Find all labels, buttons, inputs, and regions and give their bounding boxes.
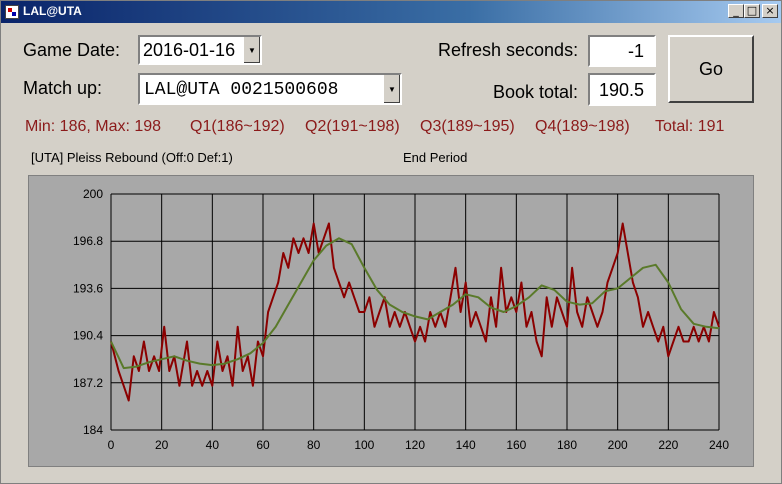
x-tick-label: 40 — [206, 438, 220, 452]
x-tick-label: 80 — [307, 438, 321, 452]
chart-area: 0 20 40 60 80 100 120 140 160 180 200 220 240 184 187.… — [28, 175, 754, 467]
y-tick-label: 193.6 — [73, 281, 103, 295]
maximize-button[interactable]: □ — [744, 4, 760, 18]
y-tick-label: 184 — [83, 423, 103, 437]
refresh-seconds-input[interactable]: -1 — [588, 35, 656, 67]
matchup-label: Match up: — [23, 78, 103, 98]
title-bar[interactable]: LAL@UTA _ □ × — [1, 1, 781, 23]
x-tick-label: 20 — [155, 438, 169, 452]
series-line-actual — [110, 222, 720, 402]
period-status: End Period — [403, 150, 468, 165]
matchup-value: LAL@UTA 0021500608 — [144, 80, 339, 100]
x-tick-label: 120 — [405, 438, 425, 452]
min-max-stat: Min: 186, Max: 198 — [25, 118, 162, 135]
last-play-status: [UTA] Pleiss Rebound (Off:0 Def:1) — [31, 150, 233, 165]
refresh-seconds-label: Refresh seconds: — [438, 40, 579, 60]
refresh-seconds-value: -1 — [627, 41, 644, 61]
x-tick-label: 140 — [456, 438, 476, 452]
x-tick-label: 180 — [557, 438, 577, 452]
go-button-label: Go — [698, 58, 723, 79]
book-total-label: Book total: — [493, 82, 579, 102]
game-date-label: Game Date: — [23, 40, 121, 60]
minimize-button[interactable]: _ — [728, 4, 744, 18]
q1-stat: Q1(186~192) — [190, 118, 285, 135]
game-date-value: 2016-01-16 — [143, 40, 236, 60]
q3-stat: Q3(189~195) — [420, 118, 515, 135]
x-tick-label: 100 — [354, 438, 374, 452]
q4-stat: Q4(189~198) — [535, 118, 630, 135]
line-chart: 0 20 40 60 80 100 120 140 160 180 200 220 240 184 187.… — [29, 176, 753, 466]
y-tick-label: 200 — [83, 187, 103, 201]
chevron-down-icon[interactable]: ▼ — [243, 37, 260, 63]
series-line-average — [110, 237, 720, 370]
chevron-down-icon[interactable]: ▼ — [383, 75, 400, 103]
close-button[interactable]: × — [762, 4, 778, 18]
x-tick-label: 220 — [658, 438, 678, 452]
x-tick-label: 60 — [256, 438, 270, 452]
window-title: LAL@UTA — [23, 4, 82, 18]
x-tick-label: 240 — [709, 438, 729, 452]
app-icon — [5, 5, 19, 19]
x-tick-label: 200 — [608, 438, 628, 452]
game-date-picker[interactable]: 2016-01-16 ▼ — [138, 35, 262, 65]
book-total-value: 190.5 — [598, 80, 644, 100]
x-tick-label: 0 — [108, 438, 115, 452]
q2-stat: Q2(191~198) — [305, 118, 400, 135]
book-total-input[interactable]: 190.5 — [588, 73, 656, 106]
matchup-select[interactable]: LAL@UTA 0021500608 ▼ — [138, 73, 402, 105]
go-button[interactable]: Go — [668, 35, 754, 103]
y-tick-label: 196.8 — [73, 234, 103, 248]
y-tick-label: 190.4 — [73, 329, 103, 343]
x-tick-label: 160 — [506, 438, 526, 452]
total-stat: Total: 191 — [655, 118, 725, 135]
y-tick-label: 187.2 — [73, 376, 103, 390]
